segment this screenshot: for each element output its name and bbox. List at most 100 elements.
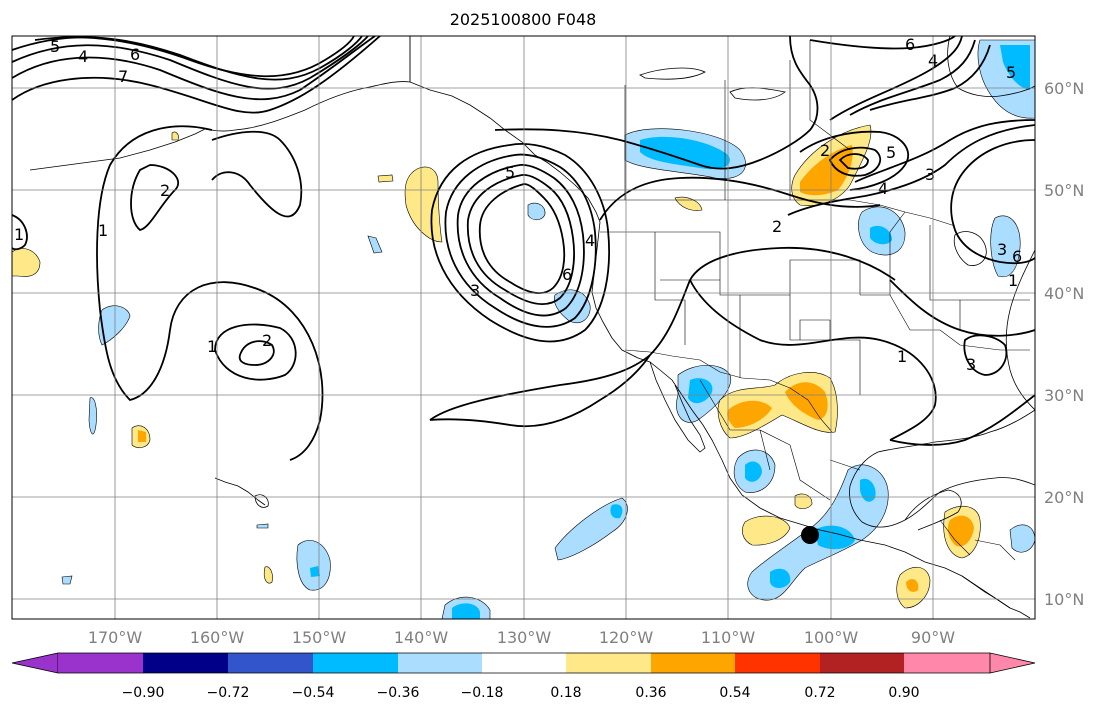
lat-label: 60°N: [1044, 79, 1084, 98]
border-central-america: [939, 519, 1016, 561]
shade-light-yellow: [377, 174, 394, 183]
border-us-canada: [600, 199, 956, 227]
contour-line: [809, 36, 956, 50]
contour-line: [211, 130, 303, 218]
lon-label: 160°W: [190, 628, 245, 647]
colorbar-segment: [228, 653, 313, 673]
contour-line: [34, 36, 355, 78]
coastline-baja: [649, 361, 706, 453]
contour-line: [828, 146, 882, 177]
colorbar-segment: [904, 653, 990, 673]
contour-line: [787, 124, 1035, 216]
coastline-hawaii-big: [254, 494, 269, 508]
shade-orange: [906, 579, 919, 592]
colorbar-high-extend: [989, 652, 1036, 674]
shade-light-blue: [88, 397, 97, 435]
colorbar-segment: [566, 653, 651, 673]
contour-line: [12, 36, 363, 81]
contour-label: 7: [118, 67, 128, 86]
contour-line: [12, 214, 28, 251]
contour-label: 1: [14, 225, 24, 244]
contour-line: [889, 279, 1035, 337]
shade-blue: [640, 136, 730, 170]
contour-label-layer: 5 4 6 7 1 2 1 2 1 6 5 4 3 2 1 2 3 4 5 6 …: [14, 36, 1022, 374]
latitude-labels: 60°N 50°N 40°N 30°N 20°N 10°N: [1044, 79, 1084, 609]
contour-line: [238, 340, 275, 366]
shade-blue: [815, 525, 855, 550]
contour-line: [854, 119, 1035, 183]
contour-label: 3: [997, 240, 1007, 259]
contour-label: 5: [505, 163, 515, 182]
shade-orange: [800, 145, 853, 196]
coastline-arctic: [729, 87, 786, 101]
shade-orange: [947, 515, 974, 547]
contour-line: [478, 183, 566, 294]
colorbar-label: −0.72: [207, 685, 250, 701]
contour-line: [838, 153, 869, 170]
contour-line: [444, 153, 597, 328]
contour-label: 3: [470, 281, 480, 300]
contour-label: 2: [820, 141, 830, 160]
shade-light-blue: [367, 235, 383, 254]
contour-label: 4: [585, 231, 595, 250]
contour-label: 6: [130, 45, 140, 64]
contour-line: [12, 36, 381, 114]
lon-label: 100°W: [804, 628, 859, 647]
shade-light-blue: [61, 575, 73, 585]
shade-light-blue: [553, 289, 591, 324]
contour-line: [466, 174, 575, 305]
coastline-hudson: [947, 36, 1035, 97]
lon-label: 90°W: [911, 628, 955, 647]
storm-center-marker: [801, 526, 819, 544]
shade-light-yellow: [263, 566, 273, 584]
shade-orange: [727, 400, 772, 428]
colorbar-label: −0.90: [122, 685, 165, 701]
border-mexico-states: [699, 379, 861, 501]
colorbar: −0.90 −0.72 −0.54 −0.36 −0.18 0.18 0.36 …: [11, 652, 1036, 701]
lon-label: 140°W: [394, 628, 449, 647]
lat-label: 50°N: [1044, 181, 1084, 200]
coastline-hawaii: [214, 477, 266, 506]
lat-label: 10°N: [1044, 590, 1084, 609]
colorbar-label: −0.18: [461, 685, 504, 701]
shade-light-blue: [554, 497, 628, 561]
coastline-great-lakes: [953, 231, 987, 266]
shade-light-yellow: [742, 515, 791, 546]
map-frame: [11, 35, 1036, 620]
contour-line: [494, 36, 819, 170]
contour-line: [96, 125, 324, 461]
contour-layer: [12, 36, 1035, 461]
contour-label: 2: [160, 181, 170, 200]
contour-label: 1: [897, 347, 907, 366]
colorbar-low-extend: [11, 652, 59, 674]
shade-light-yellow: [404, 166, 443, 243]
shade-blue: [770, 568, 791, 588]
shade-light-yellow: [171, 131, 179, 141]
colorbar-segment: [143, 653, 228, 673]
lon-label: 130°W: [497, 628, 552, 647]
border-us-mexico: [624, 349, 833, 433]
colorbar-label: 0.36: [635, 685, 666, 701]
contour-line: [889, 394, 1035, 446]
colorbar-segment: [820, 653, 904, 673]
shade-light-yellow: [794, 493, 813, 509]
coastline-west-coast: [591, 221, 723, 461]
contour-line: [12, 36, 369, 90]
shade-blue: [1000, 45, 1030, 90]
map-title: 2025100800 F048: [449, 10, 597, 29]
contour-label: 1: [207, 337, 217, 356]
colorbar-segment: [58, 653, 143, 673]
colorbar-segment: [398, 653, 482, 673]
contour-label: 5: [50, 37, 60, 56]
contour-label: 3: [966, 355, 976, 374]
contour-label: 5: [886, 143, 896, 162]
contour-label: 4: [78, 47, 88, 66]
contour-label: 6: [562, 265, 572, 284]
contour-line: [829, 36, 963, 121]
colorbar-segment: [482, 653, 566, 673]
shade-blue: [310, 566, 320, 577]
shade-blue: [688, 378, 713, 404]
shade-blue: [870, 225, 892, 245]
border-canada-provinces: [624, 40, 851, 200]
